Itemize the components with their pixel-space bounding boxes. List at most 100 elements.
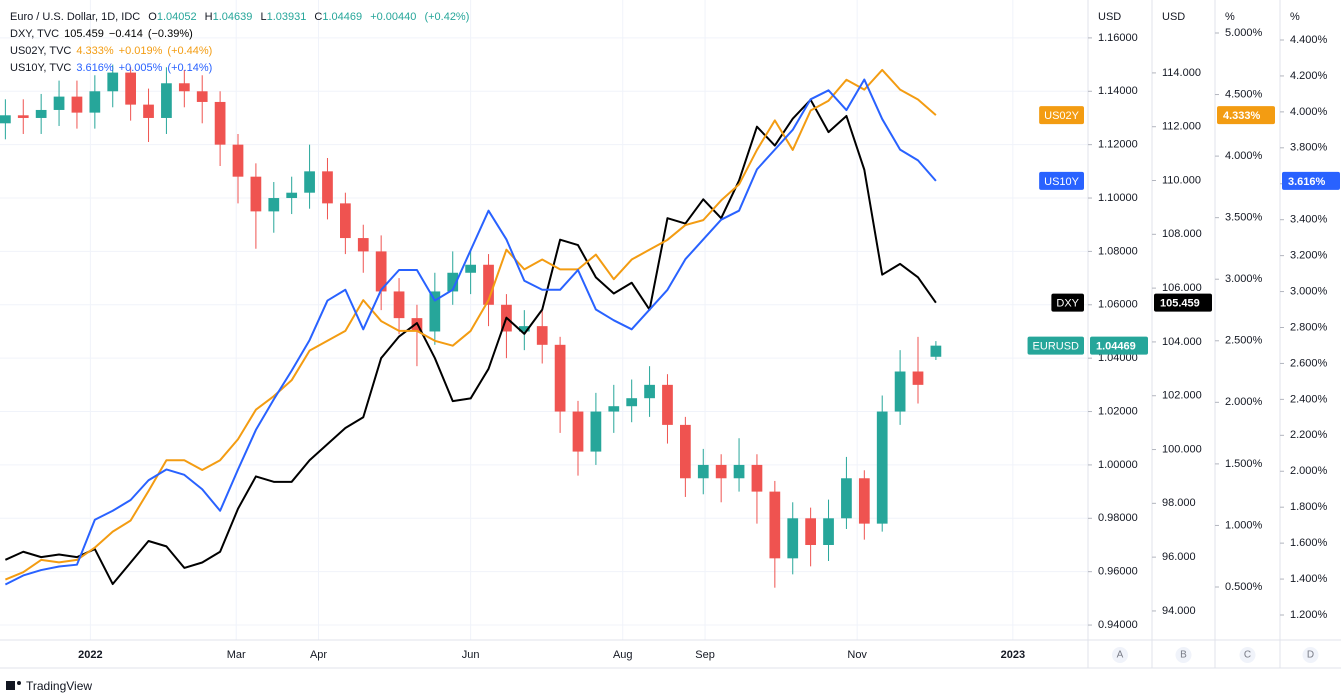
y-tick-label: 2.000% <box>1290 465 1328 477</box>
y-tick-label: 98.000 <box>1162 497 1196 509</box>
candle-body <box>178 83 190 92</box>
y-tick-label: 108.000 <box>1162 228 1202 240</box>
candle-body <box>876 411 888 524</box>
y-tick-label: 1.12000 <box>1098 139 1138 151</box>
y-tick-label: 102.000 <box>1162 390 1202 402</box>
axis-letter-badge <box>1112 647 1128 663</box>
y-tick-label: 2.600% <box>1290 357 1328 369</box>
axis-letter-badge <box>1239 647 1256 663</box>
price-badge <box>1154 293 1212 312</box>
candle-body <box>250 176 262 212</box>
legend-value: 1.04639 <box>212 11 253 23</box>
badges: EURUSD 1.04469 DXY 105.459 US02Y 4.333% US10Y 3… <box>1027 106 1340 355</box>
candle-body <box>375 251 387 292</box>
brand: TradingView <box>6 679 92 693</box>
legend-value: 1.04469 <box>322 11 363 23</box>
candle-body <box>858 478 870 524</box>
candle-body <box>357 238 369 252</box>
candle-body <box>608 406 620 412</box>
candle-body <box>536 326 548 345</box>
brand-logo <box>6 681 15 690</box>
y-tick-label: 4.400% <box>1290 34 1328 46</box>
y-tick-label: 1.10000 <box>1098 192 1138 204</box>
legend-row: US10Y, TVC 3.616% +0.005% (+0.14%) <box>10 60 474 77</box>
axis-unit: USD <box>1098 11 1121 23</box>
candle-body <box>733 464 745 479</box>
legend-key: L <box>260 11 267 23</box>
candle-body <box>554 344 566 412</box>
candle-body <box>107 72 119 92</box>
axis-letter: D <box>1307 650 1314 661</box>
series-line <box>4 68 937 581</box>
price-badge-label: 3.616% <box>1288 176 1326 188</box>
candle-body <box>751 464 763 492</box>
candle-body <box>715 464 727 479</box>
y-tick-label: 3.800% <box>1290 142 1328 154</box>
y-tick-label: 1.14000 <box>1098 85 1138 97</box>
y-tick-label: 2.000% <box>1225 396 1263 408</box>
price-badge <box>1282 171 1340 190</box>
candle-body <box>17 115 29 118</box>
candle-body <box>912 371 924 385</box>
axes: USD 0.94000 0.96000 0.98000 1.00000 1.02000 1.… <box>0 0 1341 669</box>
y-tick-label: 112.000 <box>1162 121 1201 133</box>
legend-change: −0.414 <box>108 28 143 40</box>
y-tick-label: 0.96000 <box>1098 566 1138 578</box>
price-badge-label: 105.459 <box>1160 298 1200 310</box>
y-tick-label: 1.000% <box>1225 519 1263 531</box>
x-tick-label: Mar <box>227 649 246 661</box>
candle-body <box>322 171 333 204</box>
axis-letter: A <box>1117 650 1124 661</box>
candle-body <box>465 264 476 273</box>
candle-body <box>841 478 852 519</box>
x-tick-label: Sep <box>695 649 715 661</box>
series-line <box>4 98 937 586</box>
candle-body <box>304 171 315 193</box>
name-tag-label: DXY <box>1056 298 1079 310</box>
y-tick-label: 1.16000 <box>1098 32 1138 44</box>
candle-body <box>393 291 405 319</box>
candle-body <box>769 491 781 559</box>
y-tick-label: 96.000 <box>1162 551 1196 563</box>
plot-area <box>0 64 942 588</box>
axis-unit: % <box>1225 11 1235 23</box>
y-tick-label: 5.000% <box>1225 27 1263 39</box>
y-tick-label: 3.000% <box>1225 273 1263 285</box>
candle-body <box>53 96 65 110</box>
y-tick-label: 1.08000 <box>1098 245 1138 257</box>
name-tag <box>1027 336 1084 355</box>
legend-change-pct: (+0.42%) <box>424 11 470 23</box>
legend-change: +0.019% <box>118 45 163 57</box>
y-tick-label: 3.500% <box>1225 212 1263 224</box>
series-line <box>4 78 937 586</box>
candle-body <box>518 326 530 332</box>
y-tick-label: 4.000% <box>1225 150 1263 162</box>
axis-letter-badge <box>1175 647 1192 663</box>
candle-body <box>89 91 101 113</box>
candle-body <box>429 291 441 332</box>
y-tick-label: 1.400% <box>1290 573 1328 585</box>
candle-body <box>0 115 11 124</box>
candle-body <box>268 198 280 212</box>
candle-body <box>71 96 83 113</box>
legend-value: 105.459 <box>64 28 104 40</box>
price-badge <box>1090 336 1148 355</box>
candle-body <box>232 144 244 177</box>
x-tick-label: Jun <box>462 649 480 661</box>
legend-value: 1.04052 <box>156 11 197 23</box>
candle-body <box>286 192 298 199</box>
price-badge-label: 4.333% <box>1223 110 1261 122</box>
axis-letter: B <box>1180 650 1187 661</box>
y-tick-label: 3.400% <box>1290 214 1328 226</box>
y-tick-label: 2.400% <box>1290 393 1328 405</box>
y-tick-label: 4.000% <box>1290 106 1328 118</box>
legend-value: 3.616% <box>76 62 114 74</box>
y-tick-label: 100.000 <box>1162 443 1202 455</box>
legend-title: DXY, TVC <box>10 28 60 40</box>
y-tick-label: 104.000 <box>1162 336 1202 348</box>
y-tick-label: 4.500% <box>1225 88 1263 100</box>
candle-body <box>35 109 47 118</box>
x-tick-label: Aug <box>613 649 633 661</box>
candle-body <box>644 384 655 399</box>
